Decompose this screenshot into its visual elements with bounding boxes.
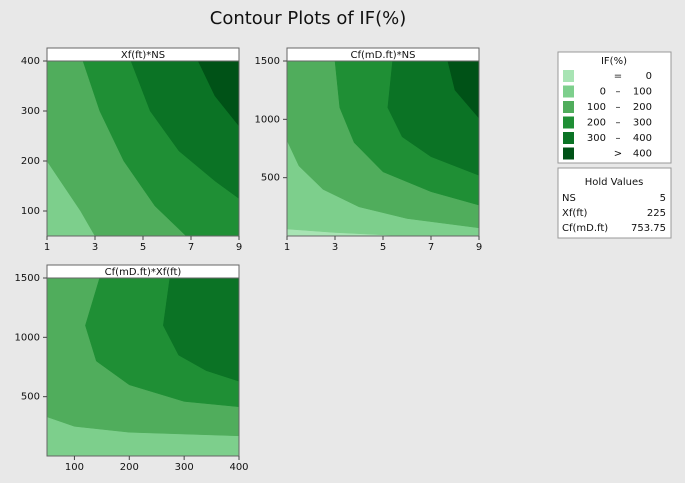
y-tick-label: 500 <box>261 173 280 184</box>
legend-swatch <box>563 70 574 82</box>
contour-region <box>131 61 239 199</box>
y-tick-label: 300 <box>21 106 40 117</box>
hold-box <box>557 167 672 239</box>
x-tick-label: 1 <box>44 242 50 253</box>
y-tick-label: 1000 <box>255 114 280 125</box>
y-tick-label: 1000 <box>15 332 40 343</box>
plot-area <box>287 61 479 236</box>
y-tick-label: 1500 <box>15 273 40 284</box>
legend-high: 200 <box>633 102 652 113</box>
contour-line <box>47 160 96 236</box>
hold-value: 5 <box>660 193 666 204</box>
legend-op: = <box>614 71 622 82</box>
legend-op: – <box>616 118 621 129</box>
y-tick-label: 100 <box>21 206 40 217</box>
x-tick-label: 3 <box>332 242 338 253</box>
contour-line <box>447 61 479 119</box>
hold-name: Cf(mD.ft) <box>562 223 608 234</box>
legend-op: > <box>614 149 622 160</box>
x-tick-label: 1 <box>284 242 290 253</box>
y-tick-label: 1500 <box>255 56 280 67</box>
legend-low: 200 <box>587 118 606 129</box>
x-tick-label: 9 <box>476 242 482 253</box>
contour-line <box>163 278 239 382</box>
legend-swatch <box>563 85 574 98</box>
legend-high: 400 <box>633 149 652 160</box>
contour-line <box>334 61 479 206</box>
legend-swatch <box>563 132 574 144</box>
x-tick-label: 3 <box>92 242 98 253</box>
x-tick-label: 5 <box>140 242 146 253</box>
hold-value: 753.75 <box>631 223 666 234</box>
x-tick-label: 400 <box>229 462 248 473</box>
hold-name: Xf(ft) <box>562 208 588 219</box>
legend-low: 100 <box>587 102 606 113</box>
panel-strip <box>46 264 240 279</box>
panel-strip <box>286 47 480 62</box>
contour-line <box>387 61 479 176</box>
x-tick-label: 7 <box>428 242 434 253</box>
x-tick-label: 300 <box>175 462 194 473</box>
legend-high: 300 <box>633 118 652 129</box>
legend-high: 0 <box>646 71 652 82</box>
legend-box <box>557 51 672 164</box>
chart-title: Contour Plots of IF(%) <box>210 8 407 29</box>
legend-title: IF(%) <box>601 56 627 67</box>
legend-op: – <box>616 102 621 113</box>
x-tick-label: 5 <box>380 242 386 253</box>
legend-high: 400 <box>633 133 652 144</box>
y-tick-label: 500 <box>21 392 40 403</box>
x-tick-label: 100 <box>65 462 84 473</box>
contour-line <box>47 416 239 437</box>
hold-value: 225 <box>647 208 666 219</box>
legend-swatch <box>563 101 574 113</box>
legend-op: – <box>616 87 621 98</box>
x-tick-label: 7 <box>188 242 194 253</box>
contour-region <box>198 61 239 126</box>
hold-name: NS <box>562 193 576 204</box>
y-tick-label: 400 <box>21 56 40 67</box>
contour-line <box>287 140 479 229</box>
contour-line <box>287 228 408 236</box>
legend-low: 0 <box>600 87 606 98</box>
x-tick-label: 200 <box>120 462 139 473</box>
contour-region <box>163 278 239 382</box>
contour-line <box>197 61 239 127</box>
plot-area <box>47 278 239 456</box>
legend-low: 300 <box>587 133 606 144</box>
x-tick-label: 9 <box>236 242 242 253</box>
legend-high: 100 <box>633 87 652 98</box>
legend-op: – <box>616 133 621 144</box>
panel-title: Xf(ft)*NS <box>121 50 165 61</box>
contour-line <box>85 278 239 408</box>
panel-title: Cf(mD.ft)*Xf(ft) <box>105 267 182 278</box>
plot-area <box>47 61 239 236</box>
contour-region <box>447 61 479 119</box>
hold-title: Hold Values <box>585 177 644 188</box>
panel-strip <box>46 47 240 62</box>
panel-title: Cf(mD.ft)*NS <box>350 50 415 61</box>
contour-line <box>130 61 239 199</box>
y-tick-label: 200 <box>21 156 40 167</box>
legend-swatch <box>563 116 574 129</box>
contour-line <box>82 61 187 236</box>
legend-swatch <box>563 147 574 160</box>
